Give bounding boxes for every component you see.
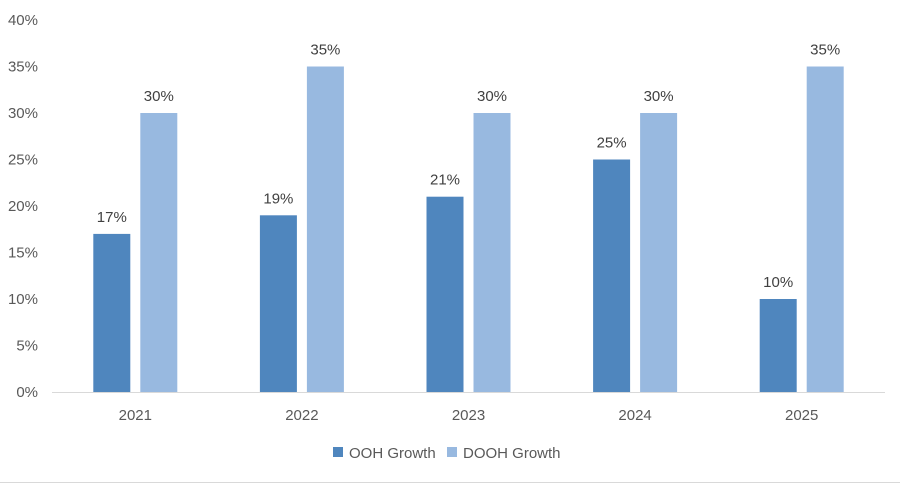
legend-swatch xyxy=(447,447,457,457)
x-tick-label: 2024 xyxy=(618,407,651,424)
bar-dooh-2022 xyxy=(306,66,344,392)
x-tick-label: 2023 xyxy=(452,407,485,424)
legend-label: DOOH Growth xyxy=(463,445,561,462)
legend-swatch xyxy=(333,447,343,457)
data-label: 17% xyxy=(97,209,127,226)
y-axis: 0% 5% 10% 15% 20% 25% 30% 35% 40% xyxy=(8,12,38,401)
bar-dooh-2023 xyxy=(473,113,511,392)
data-label: 10% xyxy=(763,274,793,291)
data-label: 30% xyxy=(144,88,174,105)
bar-dooh-2024 xyxy=(640,113,678,392)
y-tick-label: 5% xyxy=(16,338,38,355)
bar-dooh-2021 xyxy=(140,113,178,392)
y-tick-label: 0% xyxy=(16,384,38,401)
y-tick-label: 35% xyxy=(8,59,38,76)
y-tick-label: 20% xyxy=(8,198,38,215)
bar-ooh-2024 xyxy=(593,159,631,392)
x-tick-label: 2022 xyxy=(285,407,318,424)
data-label: 25% xyxy=(597,135,627,152)
y-tick-label: 15% xyxy=(8,245,38,262)
y-tick-label: 10% xyxy=(8,291,38,308)
x-tick-label: 2021 xyxy=(119,407,152,424)
legend-label: OOH Growth xyxy=(349,445,436,462)
y-tick-label: 40% xyxy=(8,12,38,29)
data-labels: 17% 30% 19% 35% 21% 30% 25% 30% 10% 35% xyxy=(97,42,840,292)
bar-ooh-2021 xyxy=(93,233,131,392)
bars xyxy=(93,66,844,392)
data-label: 19% xyxy=(263,190,293,207)
y-tick-label: 25% xyxy=(8,152,38,169)
data-label: 21% xyxy=(430,172,460,189)
x-tick-label: 2025 xyxy=(785,407,818,424)
data-label: 35% xyxy=(810,42,840,59)
y-tick-label: 30% xyxy=(8,105,38,122)
bar-ooh-2025 xyxy=(759,299,797,392)
x-axis: 2021 2022 2023 2024 2025 xyxy=(52,392,885,424)
bar-ooh-2023 xyxy=(426,196,464,392)
data-label: 35% xyxy=(310,42,340,59)
data-label: 30% xyxy=(644,88,674,105)
bar-dooh-2025 xyxy=(806,66,844,392)
bar-ooh-2022 xyxy=(259,215,297,392)
data-label: 30% xyxy=(477,88,507,105)
legend: OOH Growth DOOH Growth xyxy=(333,445,561,462)
